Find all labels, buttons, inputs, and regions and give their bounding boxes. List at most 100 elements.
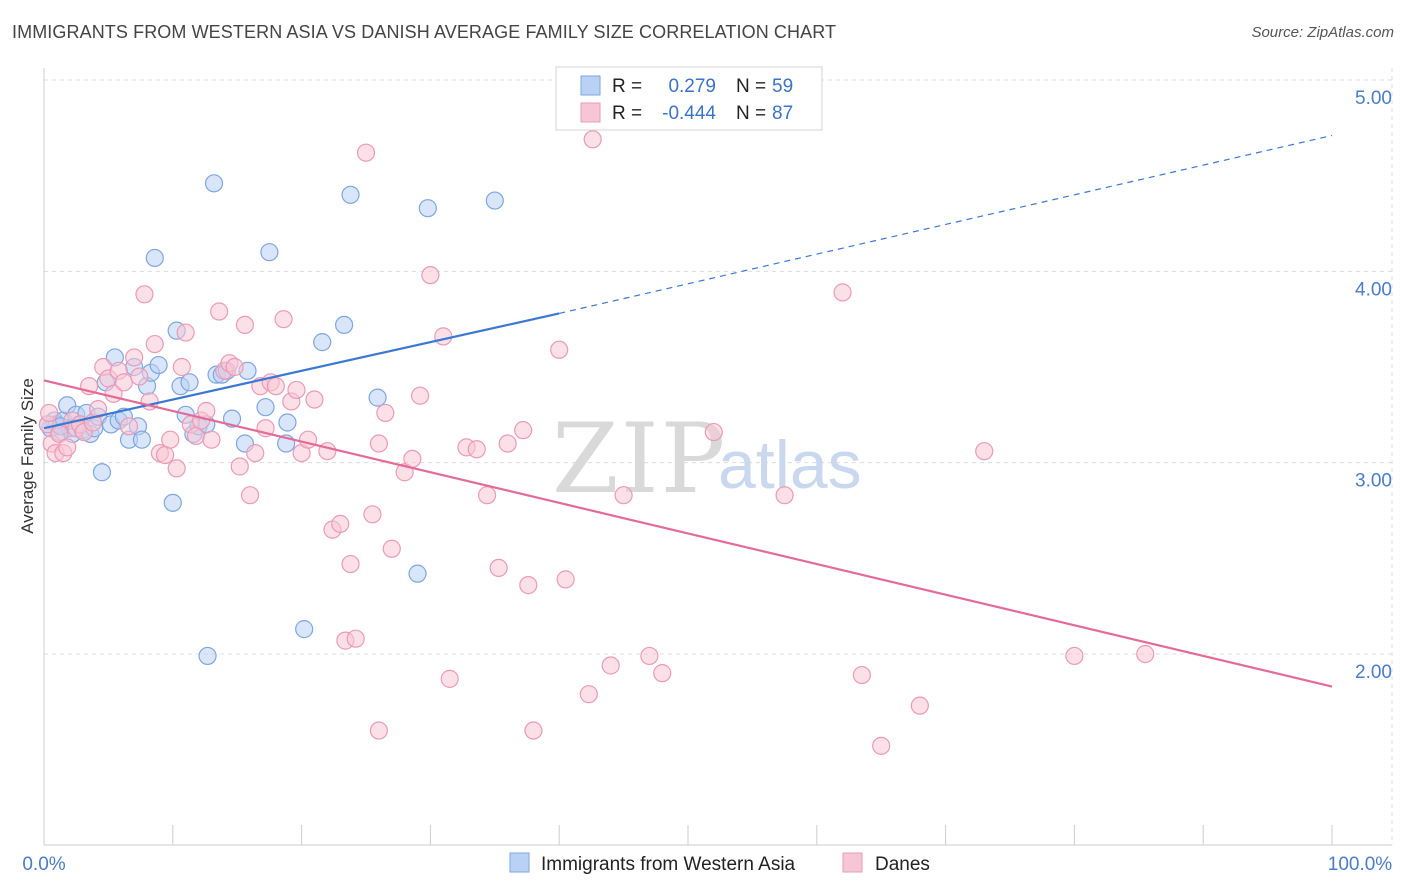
trend-lines (43, 134, 1333, 688)
point-danes (440, 669, 459, 688)
point-western-asia (198, 646, 217, 666)
trend-line-western-asia (43, 312, 560, 430)
tick-labels: 2.00 3.00 4.00 5.00 0.0% 100.0% (22, 88, 1392, 875)
point-danes (434, 327, 453, 346)
legend-n-value-1: 59 (772, 76, 793, 97)
point-danes (872, 736, 891, 755)
point-western-asia (341, 185, 360, 204)
point-danes (40, 403, 59, 423)
point-western-asia (335, 315, 354, 335)
point-danes (210, 302, 229, 321)
legend-swatch-pink (580, 102, 601, 123)
point-western-asia (418, 199, 437, 218)
point-danes (975, 442, 994, 461)
point-western-asia (92, 463, 112, 482)
y-tick-label: 4.00 (1355, 279, 1392, 300)
point-danes (130, 367, 149, 386)
point-danes (155, 445, 175, 465)
point-danes (410, 386, 430, 405)
point-danes (346, 629, 365, 648)
point-danes (524, 721, 543, 740)
point-western-asia (163, 493, 182, 512)
point-danes (489, 558, 508, 578)
point-danes (910, 696, 929, 715)
legend-bottom-label-2: Danes (875, 854, 930, 875)
point-danes (363, 505, 382, 524)
point-western-asia (295, 620, 314, 639)
point-danes (376, 403, 395, 423)
point-danes (775, 486, 794, 505)
point-western-asia (408, 564, 427, 583)
point-danes (246, 444, 265, 463)
point-danes (704, 422, 723, 442)
grid-lines (44, 68, 1393, 845)
data-points (38, 130, 1155, 755)
point-danes (172, 357, 191, 377)
point-danes (556, 570, 575, 589)
point-danes (833, 283, 852, 302)
point-danes (225, 357, 244, 377)
point-western-asia (278, 413, 297, 432)
point-danes (145, 334, 164, 354)
y-tick-label: 5.00 (1355, 88, 1392, 109)
point-danes (1136, 644, 1155, 664)
point-danes (235, 315, 255, 335)
legend-r-value-2: -0.444 (662, 103, 716, 124)
chart-source: Source: ZipAtlas.com (1251, 24, 1394, 41)
legend-n-label-2: N = (736, 103, 766, 124)
point-danes (601, 656, 620, 675)
legend-r-label-1: R = (612, 76, 642, 97)
point-danes (382, 539, 401, 558)
watermark: ZIP atlas (552, 403, 862, 515)
legend-r-value-1: 0.279 (668, 76, 716, 97)
point-danes (114, 373, 133, 392)
point-danes (58, 438, 77, 457)
legend-bottom-swatch-pink (842, 852, 863, 873)
point-danes (467, 440, 486, 459)
trend-line-western-asia-extension (559, 134, 1333, 315)
point-danes (519, 576, 538, 595)
series-legend: Immigrants from Western Asia Danes (509, 852, 930, 875)
point-danes (202, 430, 221, 449)
chart-title: IMMIGRANTS FROM WESTERN ASIA VS DANISH A… (12, 22, 837, 42)
point-danes (88, 399, 108, 419)
x-tick-label: 100.0% (1328, 854, 1393, 875)
point-danes (125, 348, 144, 367)
point-danes (369, 434, 388, 453)
point-western-asia (180, 373, 199, 392)
point-danes (852, 665, 871, 685)
point-danes (369, 721, 388, 740)
point-western-asia (485, 191, 504, 210)
point-danes (640, 646, 659, 666)
point-western-asia (256, 398, 275, 417)
legend-n-label-1: N = (736, 76, 766, 97)
point-danes (579, 685, 598, 704)
point-western-asia (260, 243, 279, 262)
point-danes (331, 514, 350, 533)
point-danes (341, 554, 360, 574)
point-western-asia (368, 388, 387, 407)
point-danes (403, 449, 422, 468)
point-danes (167, 459, 186, 478)
legend-bottom-label-1: Immigrants from Western Asia (541, 854, 796, 875)
point-danes (176, 323, 195, 342)
point-danes (356, 143, 376, 162)
point-danes (287, 380, 306, 400)
point-danes (614, 486, 633, 505)
point-danes (514, 421, 533, 440)
point-western-asia (132, 430, 151, 449)
point-danes (274, 310, 293, 329)
point-danes (653, 664, 672, 683)
point-danes (498, 434, 517, 453)
point-danes (550, 340, 569, 359)
point-danes (230, 457, 249, 476)
y-tick-label: 3.00 (1355, 471, 1392, 492)
stats-legend: R = 0.279 N = 59 R = -0.444 N = 87 (555, 66, 823, 131)
y-axis-title: Average Family Size (18, 378, 37, 534)
legend-r-label-2: R = (612, 103, 642, 124)
point-western-asia (222, 409, 242, 428)
point-danes (477, 486, 497, 505)
point-danes (135, 285, 154, 304)
watermark-zip: ZIP (552, 403, 727, 515)
trend-line-danes (43, 379, 1333, 688)
